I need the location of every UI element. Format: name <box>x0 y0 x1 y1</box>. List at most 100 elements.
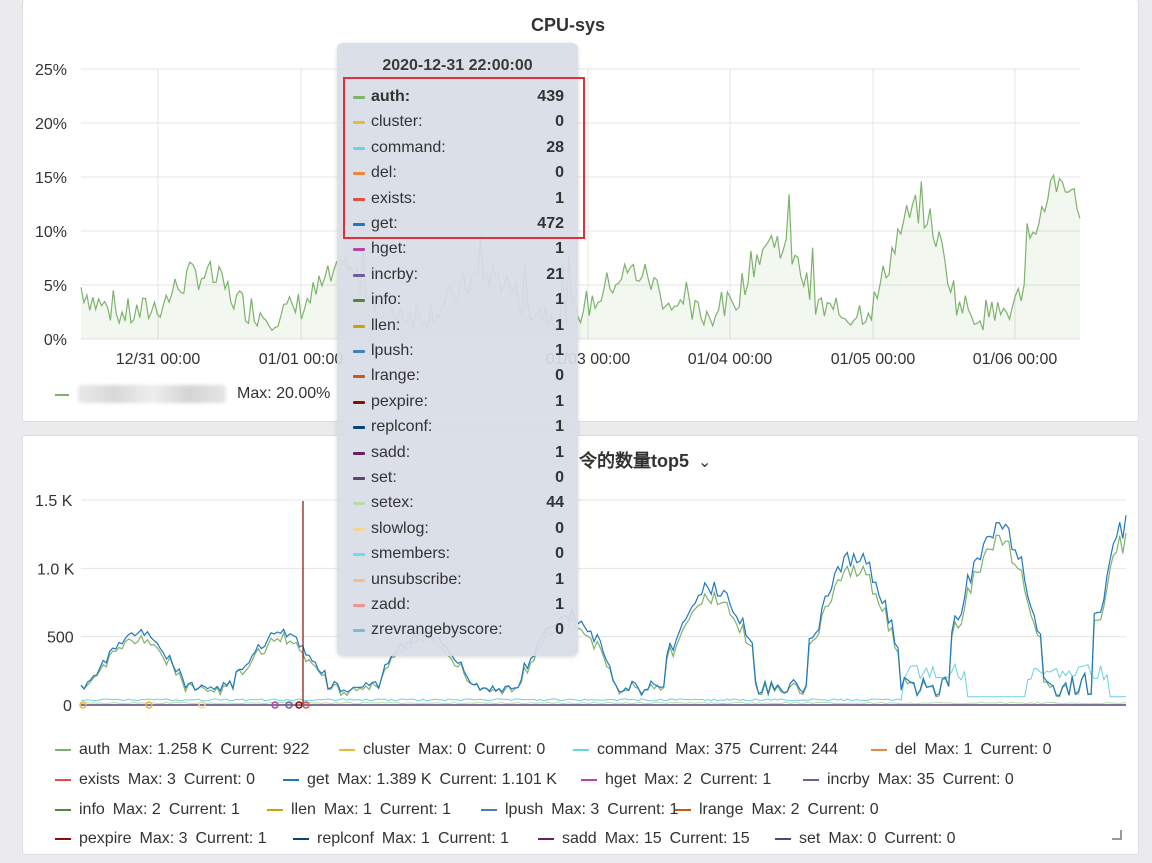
tooltip-row: del: 0 <box>353 163 564 183</box>
tooltip-series-name: hget: <box>371 240 407 258</box>
legend-item-command[interactable]: command Max: 375 Current: 244 <box>573 741 838 759</box>
legend-max: Max: 15 <box>604 830 662 847</box>
tooltip-series-name: unsubscribe: <box>371 570 462 588</box>
legend-item-sadd[interactable]: sadd Max: 15 Current: 15 <box>538 830 750 848</box>
tooltip-row: hget: 1 <box>353 239 564 259</box>
legend-max: Max: 2 <box>644 771 693 788</box>
cpu-sys-graph[interactable]: 25% 20% 15% 10% 5% 0% 12/31 00:00 01/01 00:00 0… <box>23 0 1140 422</box>
legend-name: sadd <box>562 830 597 847</box>
legend-swatch <box>55 809 71 811</box>
legend-name: del <box>895 741 917 758</box>
tooltip-swatch <box>353 197 365 201</box>
legend-swatch <box>55 394 69 396</box>
legend-max: Max: 20.00% <box>237 385 331 402</box>
tooltip-series-value: 1 <box>555 291 564 309</box>
legend-item-incrby[interactable]: incrby Max: 35 Current: 0 <box>803 771 1014 789</box>
tooltip-series-name: cluster: <box>371 113 423 131</box>
tooltip-row: zadd: 1 <box>353 595 564 615</box>
highlight-box <box>343 77 585 239</box>
annotation-marker <box>198 701 206 709</box>
legend-item-auth[interactable]: auth Max: 1.258 K Current: 922 <box>55 741 309 759</box>
setex-series-line <box>80 701 1127 705</box>
tooltip-series-value: 0 <box>555 519 564 537</box>
tooltip-series-name: lrange: <box>371 367 420 385</box>
tooltip-swatch <box>353 629 365 633</box>
legend-item-exists[interactable]: exists Max: 3 Current: 0 <box>55 771 255 789</box>
tooltip-series-name: command: <box>371 138 446 156</box>
tooltip-series-value: 0 <box>555 367 564 385</box>
y-tick-label: 10% <box>35 224 67 241</box>
tooltip-series-value: 0 <box>555 545 564 563</box>
tooltip-series-name: zadd: <box>371 596 411 613</box>
legend-swatch <box>339 749 355 751</box>
chevron-down-icon[interactable]: ⌄ <box>698 454 712 471</box>
legend-item-llen[interactable]: llen Max: 1 Current: 1 <box>267 801 451 819</box>
legend-current: Current: 1 <box>700 771 772 788</box>
tooltip-series-value: 0 <box>555 621 564 639</box>
panel-title[interactable]: CPU-sys <box>531 15 606 35</box>
tooltip-row: unsubscribe: 1 <box>353 570 564 590</box>
legend-item-get[interactable]: get Max: 1.389 K Current: 1.101 K <box>283 771 557 789</box>
legend-item-cluster[interactable]: cluster Max: 0 Current: 0 <box>339 741 545 759</box>
tooltip-series-name: info: <box>371 291 402 309</box>
tooltip-swatch <box>353 96 365 99</box>
command-series-line <box>80 662 1126 702</box>
tooltip-series-value: 1 <box>555 570 564 588</box>
legend-item-info[interactable]: info Max: 2 Current: 1 <box>55 801 240 819</box>
legend-current: Current: 244 <box>749 741 838 758</box>
panel-title[interactable]: 令的数量top5 ⌄ <box>579 451 712 471</box>
tooltip-swatch <box>353 223 365 226</box>
y-tick-label: 25% <box>35 62 67 79</box>
x-tick-label: 01/05 00:00 <box>831 351 916 368</box>
y-tick-label: 1.0 K <box>37 561 75 578</box>
legend-swatch <box>538 838 554 840</box>
tooltip-swatch <box>353 400 365 404</box>
legend-item-set[interactable]: set Max: 0 Current: 0 <box>775 830 956 848</box>
legend-current: Current: 0 <box>980 741 1052 758</box>
tooltip-row: auth: 439 <box>353 87 564 107</box>
y-tick-label: 1.5 K <box>35 493 73 510</box>
tooltip-swatch <box>353 248 365 252</box>
tooltip-row: command: 28 <box>353 138 564 158</box>
legend-item-pexpire[interactable]: pexpire Max: 3 Current: 1 <box>55 830 267 848</box>
annotation-marker <box>302 701 310 709</box>
tooltip-row: setex: 44 <box>353 493 564 513</box>
tooltip-row: zrevrangebyscore: 0 <box>353 620 564 640</box>
tooltip-series-value: 44 <box>546 494 564 512</box>
tooltip-swatch <box>353 502 365 506</box>
tooltip-series-name: slowlog: <box>371 519 429 537</box>
tooltip-row: sadd: 1 <box>353 443 564 463</box>
legend-item-lpush[interactable]: lpush Max: 3 Current: 1 <box>481 801 678 819</box>
legend-item-del[interactable]: del Max: 1 Current: 0 <box>871 741 1052 759</box>
tooltip-series-name: zrevrangebyscore: <box>371 621 503 639</box>
legend-item-lrange[interactable]: lrange Max: 2 Current: 0 <box>675 801 879 819</box>
legend-name: command <box>597 741 668 758</box>
legend-max: Max: 2 <box>751 801 800 818</box>
y-tick-label: 0 <box>63 698 72 715</box>
legend-swatch <box>55 838 71 840</box>
tooltip-row: lrange: 0 <box>353 366 564 386</box>
tooltip-series-name: exists: <box>371 189 417 207</box>
command-count-graph[interactable]: 1.5 K 1.0 K 500 0 <box>23 436 1140 736</box>
legend-max: Max: 3 <box>551 801 600 818</box>
tooltip-series-value: 1 <box>555 240 564 258</box>
legend-swatch <box>55 749 71 751</box>
legend-current: Current: 1 <box>168 801 240 818</box>
legend-current: Current: 0 <box>942 771 1014 788</box>
legend-max: Max: 2 <box>112 801 161 818</box>
tooltip-row: replconf: 1 <box>353 417 564 437</box>
legend-max: Max: 1.258 K <box>118 741 213 758</box>
tooltip-swatch <box>353 451 365 455</box>
tooltip-series-name: incrby: <box>371 265 419 283</box>
annotation-marker <box>79 701 87 709</box>
legend-item-replconf[interactable]: replconf Max: 1 Current: 1 <box>293 830 509 848</box>
tooltip-row: exists: 1 <box>353 189 564 209</box>
legend-name: get <box>307 771 330 788</box>
legend-swatch <box>293 838 309 840</box>
legend-swatch <box>803 779 819 781</box>
legend-name: lpush <box>505 801 544 818</box>
tooltip-series-name: set: <box>371 469 397 486</box>
tooltip-swatch <box>353 146 365 150</box>
legend-item-hget[interactable]: hget Max: 2 Current: 1 <box>581 771 771 789</box>
resize-handle-icon[interactable] <box>1112 830 1122 840</box>
